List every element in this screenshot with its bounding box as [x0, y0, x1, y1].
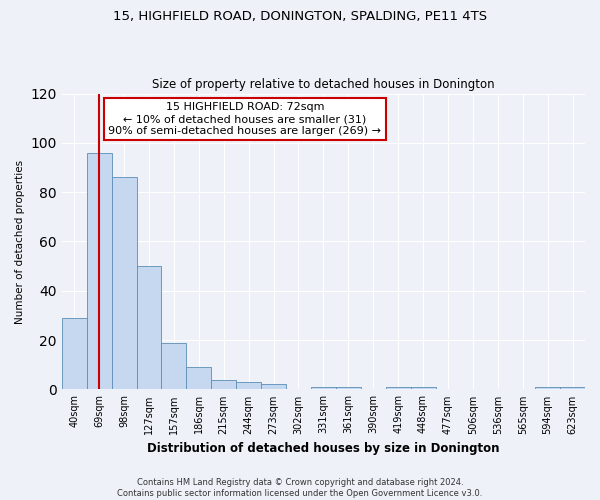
Bar — [161, 342, 187, 390]
Bar — [410, 387, 436, 390]
Bar — [87, 152, 112, 390]
Bar — [261, 384, 286, 390]
Bar — [137, 266, 161, 390]
Bar — [236, 382, 261, 390]
Bar — [112, 178, 137, 390]
Text: 15, HIGHFIELD ROAD, DONINGTON, SPALDING, PE11 4TS: 15, HIGHFIELD ROAD, DONINGTON, SPALDING,… — [113, 10, 487, 23]
Bar — [535, 387, 560, 390]
Bar — [560, 387, 585, 390]
Bar — [62, 318, 87, 390]
Bar — [386, 387, 410, 390]
Y-axis label: Number of detached properties: Number of detached properties — [15, 160, 25, 324]
Bar — [211, 380, 236, 390]
X-axis label: Distribution of detached houses by size in Donington: Distribution of detached houses by size … — [147, 442, 500, 455]
Title: Size of property relative to detached houses in Donington: Size of property relative to detached ho… — [152, 78, 495, 91]
Text: 15 HIGHFIELD ROAD: 72sqm
← 10% of detached houses are smaller (31)
90% of semi-d: 15 HIGHFIELD ROAD: 72sqm ← 10% of detach… — [109, 102, 382, 136]
Bar — [311, 387, 336, 390]
Bar — [336, 387, 361, 390]
Bar — [187, 367, 211, 390]
Text: Contains HM Land Registry data © Crown copyright and database right 2024.
Contai: Contains HM Land Registry data © Crown c… — [118, 478, 482, 498]
